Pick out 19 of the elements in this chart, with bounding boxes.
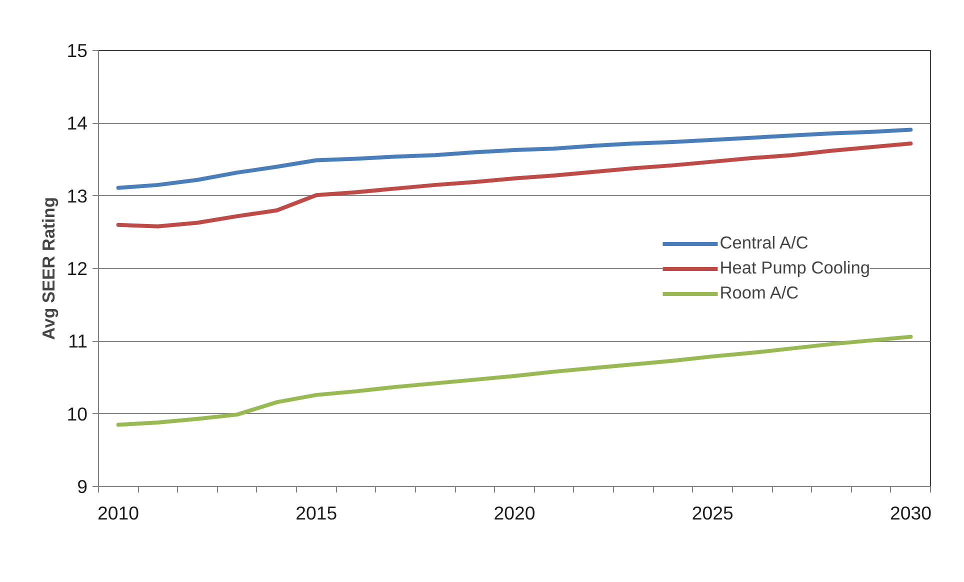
- y-tick-label: 11: [68, 330, 88, 352]
- line-series: [116, 128, 913, 190]
- y-tick-label: 13: [66, 185, 88, 206]
- y-tick-label: 10: [66, 403, 88, 424]
- line-series: [116, 334, 913, 427]
- x-tick-label: 2010: [98, 502, 140, 524]
- line-series: [116, 142, 913, 228]
- x-tick-label: 2025: [692, 502, 734, 524]
- y-tick-label: 15: [66, 40, 88, 61]
- x-tick-label: 2015: [296, 502, 338, 524]
- legend-label: Room A/C: [720, 282, 799, 304]
- legend-label: Central A/C: [720, 232, 808, 254]
- x-tick-label: 2020: [494, 502, 536, 524]
- y-tick-label: 12: [66, 258, 88, 279]
- legend-label: Heat Pump Cooling: [720, 258, 870, 278]
- x-tick-label: 2030: [890, 502, 932, 524]
- y-tick-label: 14: [66, 112, 88, 134]
- y-tick-label: 9: [77, 476, 88, 497]
- y-axis-title: Avg SEER Rating: [38, 197, 59, 340]
